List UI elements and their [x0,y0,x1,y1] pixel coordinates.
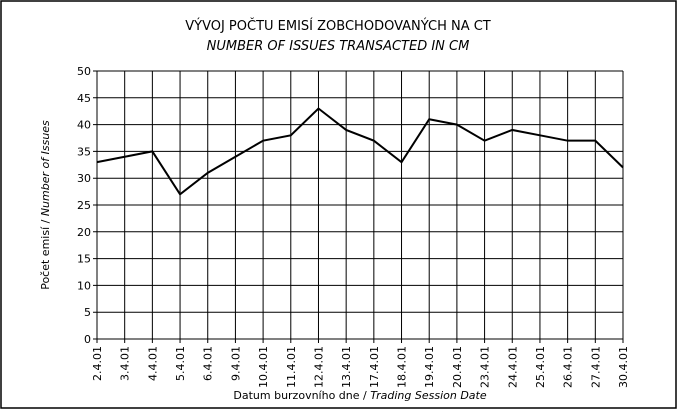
x-label-en: Trading Session Date [370,389,487,402]
x-tick-label: 27.4.01 [589,346,602,388]
x-tick-label: 19.4.01 [423,346,436,388]
y-tick-label: 10 [77,279,91,292]
x-axis-label: Datum burzovního dne / Trading Session D… [233,389,486,402]
x-tick-label: 24.4.01 [506,346,519,388]
y-label-cz: Počet emisí / [39,219,52,289]
y-tick-label: 35 [77,145,91,158]
y-tick-label: 45 [77,92,91,105]
x-tick-label: 25.4.01 [534,346,547,388]
data-line [96,107,624,196]
y-tick-label: 15 [77,253,91,266]
chart-title: VÝVOJ POČTU EMISÍ ZOBCHODOVANÝCH NA CT [185,18,491,34]
x-tick-label: 23.4.01 [479,346,492,388]
y-tick-label: 20 [77,226,91,239]
y-axis-label: Počet emisí / Number of Issues [39,120,52,290]
x-label-cz: Datum burzovního dne / [233,389,367,402]
x-tick-label: 6.4.01 [202,346,215,381]
x-tick-label: 9.4.01 [229,346,242,381]
y-tick-label: 30 [77,172,91,185]
x-tick-label: 10.4.01 [257,346,270,388]
y-tick-label: 0 [84,333,91,346]
x-tick-label: 4.4.01 [146,346,159,381]
chart-subtitle: NUMBER OF ISSUES TRANSACTED IN CM [207,39,470,54]
y-label-en: Number of Issues [39,120,52,216]
x-tick-label: 13.4.01 [340,346,353,388]
x-tick-label: 26.4.01 [562,346,575,388]
x-tick-label: 12.4.01 [312,346,325,388]
x-tick-label: 5.4.01 [174,346,187,381]
x-tick-label: 18.4.01 [396,346,409,388]
x-tick-label: 20.4.01 [451,346,464,388]
x-tick-label: 3.4.01 [119,346,132,381]
x-tick-label: 30.4.01 [617,346,630,388]
x-tick-label: 2.4.01 [91,346,104,381]
x-tick-label: 11.4.01 [285,346,298,388]
y-tick-label: 25 [77,199,91,212]
y-tick-label: 50 [77,65,91,78]
y-tick-label: 40 [77,119,91,132]
x-tick-label: 17.4.01 [368,346,381,388]
y-tick-label: 5 [84,306,91,319]
